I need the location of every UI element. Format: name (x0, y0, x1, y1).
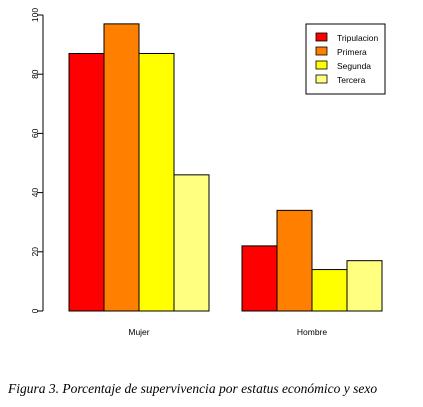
bar-hombre-tripulacion (241, 245, 278, 312)
legend-label: Tercera (337, 75, 366, 85)
bar-mujer-tripulacion (68, 52, 105, 312)
x-tick-label: Hombre (297, 327, 328, 337)
bar-hombre-tercera (346, 260, 383, 312)
y-tick-label: 0 (30, 308, 40, 313)
legend: Tripulacion Primera Segunda Tercera (305, 23, 386, 95)
bar-hombre-segunda (311, 269, 348, 312)
y-tick-label: 40 (30, 188, 40, 198)
legend-label: Primera (337, 47, 367, 57)
x-tick-label: Mujer (128, 327, 149, 337)
y-tick-label: 100 (30, 8, 40, 22)
bar-mujer-tercera (173, 174, 210, 312)
bar-mujer-segunda (138, 52, 175, 312)
y-tick-label: 20 (30, 247, 40, 257)
legend-swatch (315, 60, 328, 70)
legend-swatch (315, 32, 328, 42)
x-labels: Mujer Hombre (128, 327, 327, 337)
bar-hombre-primera (276, 209, 313, 312)
y-axis: 0 20 40 60 80 100 (30, 8, 44, 313)
legend-swatch (315, 74, 328, 84)
bar-mujer-primera (103, 23, 140, 312)
legend-swatch (315, 46, 328, 56)
y-tick-label: 60 (30, 128, 40, 138)
bars (68, 23, 383, 312)
legend-label: Segunda (337, 61, 371, 71)
figure-caption: Figura 3. Porcentaje de supervivencia po… (8, 381, 378, 396)
y-tick-label: 80 (30, 69, 40, 79)
legend-label: Tripulacion (337, 33, 379, 43)
bar-chart: 0 20 40 60 80 100 Mujer Hombre Tripulacion Prim… (30, 8, 386, 337)
